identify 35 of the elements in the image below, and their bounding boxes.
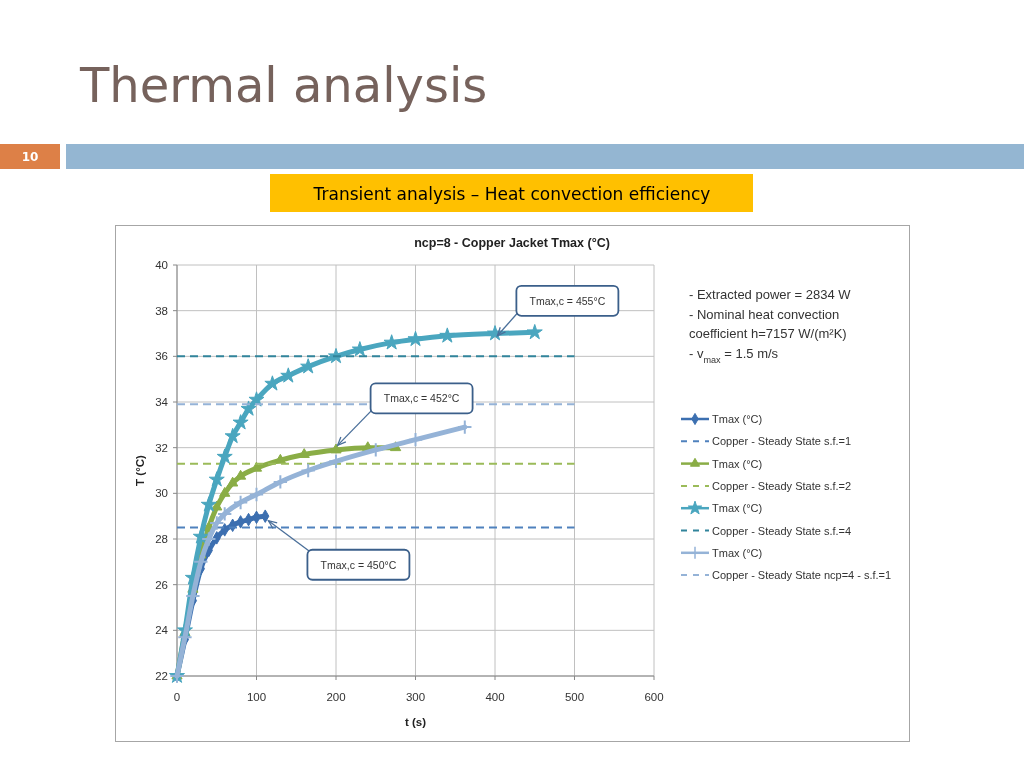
legend-label: Tmax (°C) — [712, 457, 763, 470]
legend-label: Tmax (°C) — [712, 413, 763, 425]
y-tick-label: 38 — [155, 304, 168, 317]
annotation: Tmax,c = 455°C — [529, 294, 606, 307]
y-tick-label: 22 — [155, 670, 168, 682]
y-tick-label: 24 — [155, 624, 169, 637]
x-tick-label: 600 — [644, 691, 664, 703]
annotation: Tmax,c = 452°C — [383, 392, 460, 405]
x-tick-label: 200 — [326, 691, 346, 703]
legend-label: Copper - Steady State s.f.=2 — [712, 479, 852, 492]
y-axis-title: T (°C) — [134, 454, 146, 486]
y-tick-label: 32 — [155, 441, 168, 454]
y-tick-label: 34 — [155, 396, 169, 408]
x-axis-title: t (s) — [404, 716, 427, 728]
x-tick-label: 0 — [173, 691, 181, 703]
x-tick-label: 400 — [485, 691, 505, 703]
legend-label: Tmax (°C) — [712, 546, 763, 559]
legend-label: Copper - Steady State s.f.=4 — [712, 524, 852, 537]
x-tick-label: 100 — [246, 691, 267, 703]
chart-title: ncp=8 - Copper Jacket Tmax (°C) — [414, 236, 610, 250]
x-tick-label: 300 — [405, 691, 426, 703]
legend-label: Copper - Steady State s.f.=1 — [712, 435, 852, 448]
annotation: Tmax,c = 450°C — [320, 558, 397, 571]
text: Thermal analysis — [79, 57, 488, 113]
y-tick-label: 30 — [155, 487, 168, 500]
legend-label: Tmax (°C) — [712, 502, 763, 515]
legend-label: Copper - Steady State ncp=4 - s.f.=1 — [712, 569, 892, 582]
y-tick-label: 40 — [155, 259, 168, 271]
text: Transient analysis – Heat convection efficiency — [312, 184, 711, 204]
text: - Extracted power = 2834 W - Nominal heat convection coefficient h=7157 W/(m²K) - v$_{max}$ = 1.5 m/s — [689, 287, 852, 365]
y-tick-label: 28 — [155, 533, 168, 545]
y-tick-label: 26 — [155, 578, 168, 591]
x-tick-label: 500 — [564, 691, 585, 703]
y-tick-label: 36 — [155, 350, 168, 363]
text: 10 — [21, 150, 39, 164]
